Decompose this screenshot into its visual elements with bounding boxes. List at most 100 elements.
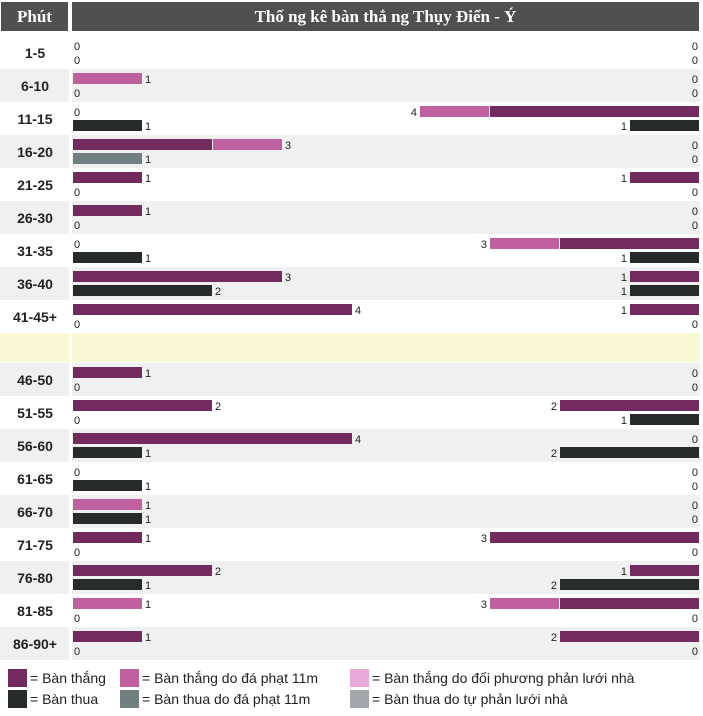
legend-label: = Bàn thắng do đá phạt 11m [142,670,319,686]
legend-label: = Bàn thua do đá phạt 11m [142,691,311,707]
left-bar-conceded [73,579,142,590]
right-bar-goal_penalty [490,238,559,249]
left-value-label: 0 [74,88,80,100]
left-bar-goal_penalty [73,499,142,510]
right-value-label: 2 [551,632,557,644]
right-value-label: 1 [621,121,627,133]
legend-swatch [8,690,27,708]
left-value-label: 1 [145,533,151,545]
right-value-label: 0 [692,319,698,331]
minute-label: 86-90+ [13,636,57,652]
minute-label: 66-70 [17,504,53,520]
left-value-label: 1 [145,74,151,86]
right-bar-goal [490,106,699,117]
left-value-label: 1 [145,599,151,611]
right-value-label: 3 [481,533,487,545]
left-value-label: 0 [74,467,80,479]
minute-label: 46-50 [17,372,53,388]
left-value-label: 1 [145,121,151,133]
right-bar-goal [630,304,699,315]
right-value-label: 0 [692,154,698,166]
minute-label: 1-5 [25,45,45,61]
left-bar-conceded [73,513,142,524]
right-bar-goal [560,631,699,642]
left-bar-conceded [73,120,142,131]
left-value-label: 1 [145,632,151,644]
left-bar-conceded [73,447,142,458]
left-bar-conceded [73,252,142,263]
minute-label: 51-55 [17,405,53,421]
legend-label: = Bàn thắng do đối phương phản lưới nhà [372,670,635,686]
right-value-label: 3 [481,599,487,611]
right-value-label: 2 [551,448,557,460]
minute-column-header: Phút [1,2,68,31]
right-value-label: 1 [621,173,627,185]
left-bar-goal_penalty [213,139,282,150]
right-bar-goal_penalty [420,106,489,117]
legend-item-goal_own_goal: = Bàn thắng do đối phương phản lưới nhà [350,668,634,688]
right-bar-conceded [630,414,699,425]
legend-swatch [8,669,27,687]
right-value-label: 1 [621,566,627,578]
right-bar-conceded [630,252,699,263]
left-bar-goal [73,400,212,411]
left-bar-conceded_penalty [73,153,142,164]
legend-swatch [350,690,369,708]
right-value-label: 1 [621,305,627,317]
right-value-label: 0 [692,368,698,380]
left-bar-conceded [73,285,212,296]
legend-swatch [350,669,369,687]
minute-label: 56-60 [17,438,53,454]
minute-label: 16-20 [17,144,53,160]
right-value-label: 0 [692,88,698,100]
goal-stats-chart: 1-5 6-10 11-15 16-20 21-25 26-30 31-35 36-40 41-… [0,36,700,660]
left-bar-goal [73,139,212,150]
left-bar-goal [73,304,352,315]
chart-title: Thố ng kê bàn thắ ng Thụy Điển - Ý [72,2,699,31]
right-bar-goal [630,565,699,576]
minute-label: 76-80 [17,570,53,586]
legend-label: = Bàn thua do tự phản lưới nhà [372,691,568,707]
minute-label: 81-85 [17,603,53,619]
row-background [0,36,700,69]
legend-swatch [120,669,139,687]
minute-label: 26-30 [17,210,53,226]
left-value-label: 1 [145,368,151,380]
right-bar-goal [560,598,699,609]
left-value-label: 0 [74,239,80,251]
left-value-label: 0 [74,646,80,658]
right-bar-goal [490,532,699,543]
left-bar-goal_penalty [73,73,142,84]
column-separator [69,36,72,660]
left-value-label: 0 [74,220,80,232]
right-value-label: 2 [551,580,557,592]
left-value-label: 0 [74,415,80,427]
left-value-label: 1 [145,206,151,218]
left-value-label: 2 [215,401,221,413]
left-bar-goal_penalty [73,598,142,609]
minute-label: 41-45+ [13,309,57,325]
legend-item-conceded: = Bàn thua [8,689,98,709]
right-bar-conceded [560,579,699,590]
left-value-label: 1 [145,253,151,265]
left-value-label: 3 [285,272,291,284]
legend-item-goal_penalty: = Bàn thắng do đá phạt 11m [120,668,318,688]
right-value-label: 1 [621,253,627,265]
legend-item-conceded_penalty: = Bàn thua do đá phạt 11m [120,689,310,709]
legend-item-goal: = Bàn thắng [8,668,106,688]
left-bar-goal [73,367,142,378]
legend-label: = Bàn thắng [30,670,106,686]
left-value-label: 0 [74,613,80,625]
left-bar-goal [73,271,282,282]
right-value-label: 0 [692,74,698,86]
minute-label: 21-25 [17,177,53,193]
left-value-label: 4 [355,305,361,317]
halftime-band [0,333,700,362]
right-value-label: 0 [692,500,698,512]
left-value-label: 3 [285,140,291,152]
right-value-label: 0 [692,514,698,526]
left-value-label: 0 [74,382,80,394]
left-value-label: 0 [74,107,80,119]
right-value-label: 1 [621,415,627,427]
right-value-label: 4 [411,107,417,119]
